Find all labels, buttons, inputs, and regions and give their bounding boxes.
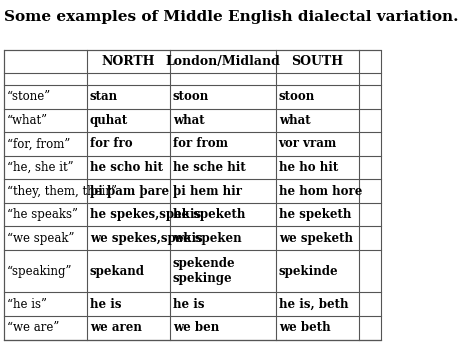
Text: we beth: we beth (279, 321, 330, 334)
Text: we ben: we ben (173, 321, 219, 334)
Text: what: what (279, 114, 310, 127)
Text: we speken: we speken (173, 232, 242, 245)
Text: he is: he is (173, 298, 204, 311)
Text: “we speak”: “we speak” (7, 232, 74, 245)
Text: we speketh: we speketh (279, 232, 353, 245)
Text: he hom hore: he hom hore (279, 185, 362, 198)
Text: he sche hit: he sche hit (173, 161, 246, 174)
Text: stan: stan (90, 90, 118, 103)
Text: for from: for from (173, 138, 228, 151)
Text: he is: he is (90, 298, 121, 311)
Text: vor vram: vor vram (279, 138, 337, 151)
Text: he ho hit: he ho hit (279, 161, 338, 174)
Text: quhat: quhat (90, 114, 128, 127)
Text: þi þam þare: þi þam þare (90, 185, 169, 198)
Text: “stone”: “stone” (7, 90, 51, 103)
Text: we aren: we aren (90, 321, 142, 334)
Text: “they, them, their”: “they, them, their” (7, 185, 117, 198)
Text: for fro: for fro (90, 138, 133, 151)
Text: stoon: stoon (279, 90, 315, 103)
Text: “he is”: “he is” (7, 298, 47, 311)
Text: spekand: spekand (90, 265, 145, 278)
Text: we spekes,spekis: we spekes,spekis (90, 232, 203, 245)
Text: “for, from”: “for, from” (7, 138, 70, 151)
Text: SOUTH: SOUTH (291, 55, 343, 68)
Text: spekinde: spekinde (279, 265, 338, 278)
Text: “we are”: “we are” (7, 321, 59, 334)
Text: “he speaks”: “he speaks” (7, 208, 78, 221)
Text: he scho hit: he scho hit (90, 161, 163, 174)
Text: “he, she it”: “he, she it” (7, 161, 73, 174)
Text: he is, beth: he is, beth (279, 298, 348, 311)
Text: NORTH: NORTH (101, 55, 155, 68)
Text: “what”: “what” (7, 114, 48, 127)
Text: he speketh: he speketh (279, 208, 351, 221)
Text: spekende
spekinge: spekende spekinge (173, 257, 236, 285)
Text: London/Midland: London/Midland (165, 55, 280, 68)
Text: what: what (173, 114, 205, 127)
Text: Some examples of Middle English dialectal variation.: Some examples of Middle English dialecta… (4, 10, 458, 24)
Text: þi hem hir: þi hem hir (173, 185, 242, 198)
Text: he speketh: he speketh (173, 208, 246, 221)
Text: “speaking”: “speaking” (7, 265, 73, 278)
Text: stoon: stoon (173, 90, 209, 103)
Text: he spekes,spekis: he spekes,spekis (90, 208, 201, 221)
